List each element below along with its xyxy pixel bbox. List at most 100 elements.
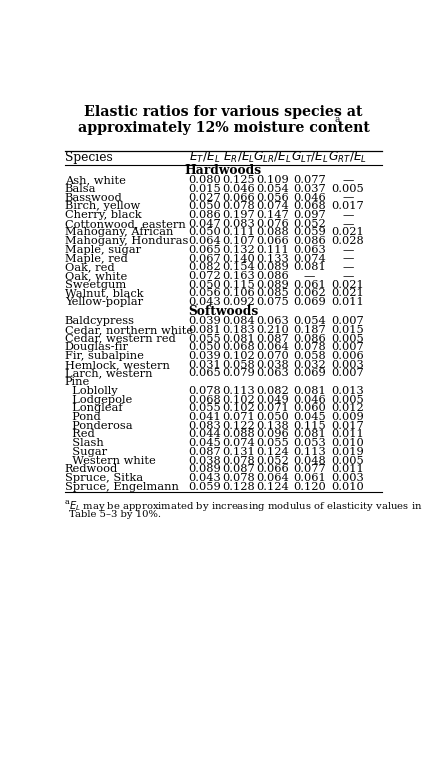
Text: 0.063: 0.063 xyxy=(256,316,289,326)
Text: 0.066: 0.066 xyxy=(256,465,289,474)
Text: 0.210: 0.210 xyxy=(256,325,289,335)
Text: 0.059: 0.059 xyxy=(188,481,221,492)
Text: 0.081: 0.081 xyxy=(293,429,326,439)
Text: —: — xyxy=(304,271,315,281)
Text: 0.056: 0.056 xyxy=(188,288,221,299)
Text: 0.062: 0.062 xyxy=(293,288,326,299)
Text: 0.078: 0.078 xyxy=(222,455,255,465)
Text: 0.197: 0.197 xyxy=(222,210,255,220)
Text: 0.063: 0.063 xyxy=(293,244,326,255)
Text: 0.088: 0.088 xyxy=(256,228,289,238)
Text: 0.053: 0.053 xyxy=(293,438,326,448)
Text: 0.011: 0.011 xyxy=(331,465,364,474)
Text: Cottonwood, eastern: Cottonwood, eastern xyxy=(65,219,185,228)
Text: 0.065: 0.065 xyxy=(188,244,221,255)
Text: 0.092: 0.092 xyxy=(222,297,255,307)
Text: 0.061: 0.061 xyxy=(293,280,326,290)
Text: Basswood: Basswood xyxy=(65,193,123,202)
Text: 0.010: 0.010 xyxy=(331,481,364,492)
Text: 0.012: 0.012 xyxy=(331,403,364,413)
Text: Pond: Pond xyxy=(65,412,100,422)
Text: 0.074: 0.074 xyxy=(293,254,326,264)
Text: —: — xyxy=(342,193,354,202)
Text: 0.111: 0.111 xyxy=(256,244,289,255)
Text: 0.128: 0.128 xyxy=(222,481,255,492)
Text: 0.120: 0.120 xyxy=(293,481,326,492)
Text: Hemlock, western: Hemlock, western xyxy=(65,360,170,370)
Text: 0.027: 0.027 xyxy=(188,193,221,202)
Text: 0.102: 0.102 xyxy=(222,403,255,413)
Text: 0.058: 0.058 xyxy=(222,360,255,370)
Text: Sugar: Sugar xyxy=(65,447,107,457)
Text: 0.132: 0.132 xyxy=(222,244,255,255)
Text: 0.087: 0.087 xyxy=(222,465,255,474)
Text: Cedar, western red: Cedar, western red xyxy=(65,334,175,344)
Text: 0.102: 0.102 xyxy=(222,395,255,405)
Text: 0.060: 0.060 xyxy=(293,403,326,413)
Text: 0.086: 0.086 xyxy=(293,236,326,246)
Text: 0.043: 0.043 xyxy=(188,473,221,483)
Text: 0.097: 0.097 xyxy=(293,210,326,220)
Text: Oak, white: Oak, white xyxy=(65,271,127,281)
Text: 0.007: 0.007 xyxy=(331,368,364,378)
Text: Lodgepole: Lodgepole xyxy=(65,395,132,405)
Text: 0.003: 0.003 xyxy=(331,473,364,483)
Text: 0.067: 0.067 xyxy=(188,254,221,264)
Text: 0.081: 0.081 xyxy=(293,386,326,396)
Text: 0.071: 0.071 xyxy=(256,403,289,413)
Text: 0.089: 0.089 xyxy=(256,262,289,272)
Text: 0.079: 0.079 xyxy=(222,368,255,378)
Text: $E_T/E_L$: $E_T/E_L$ xyxy=(189,151,221,165)
Text: 0.077: 0.077 xyxy=(293,175,326,185)
Text: 0.087: 0.087 xyxy=(188,447,221,457)
Text: Walnut, black: Walnut, black xyxy=(65,288,143,299)
Text: Sweetgum: Sweetgum xyxy=(65,280,126,290)
Text: 0.124: 0.124 xyxy=(256,447,289,457)
Text: 0.069: 0.069 xyxy=(293,368,326,378)
Text: 0.078: 0.078 xyxy=(293,342,326,352)
Text: 0.069: 0.069 xyxy=(293,297,326,307)
Text: 0.049: 0.049 xyxy=(256,395,289,405)
Text: 0.046: 0.046 xyxy=(293,193,326,202)
Text: Douglas-fir: Douglas-fir xyxy=(65,342,129,352)
Text: Larch, western: Larch, western xyxy=(65,368,152,378)
Text: 0.059: 0.059 xyxy=(293,228,326,238)
Text: Pine: Pine xyxy=(65,377,90,387)
Text: 0.005: 0.005 xyxy=(331,334,364,344)
Text: Redwood: Redwood xyxy=(65,465,118,474)
Text: 0.122: 0.122 xyxy=(222,421,255,431)
Text: 0.113: 0.113 xyxy=(293,447,326,457)
Text: 0.055: 0.055 xyxy=(188,403,221,413)
Text: 0.133: 0.133 xyxy=(256,254,289,264)
Text: 0.066: 0.066 xyxy=(222,193,255,202)
Text: Mahogany, Honduras: Mahogany, Honduras xyxy=(65,236,188,246)
Text: 0.054: 0.054 xyxy=(256,184,289,194)
Text: 0.081: 0.081 xyxy=(222,334,255,344)
Text: Slash: Slash xyxy=(65,438,103,448)
Text: 0.111: 0.111 xyxy=(222,228,255,238)
Text: 0.115: 0.115 xyxy=(222,280,255,290)
Text: 0.106: 0.106 xyxy=(222,288,255,299)
Text: 0.070: 0.070 xyxy=(256,351,289,361)
Text: 0.147: 0.147 xyxy=(256,210,289,220)
Text: Spruce, Engelmann: Spruce, Engelmann xyxy=(65,481,178,492)
Text: Balsa: Balsa xyxy=(65,184,96,194)
Text: 0.084: 0.084 xyxy=(222,316,255,326)
Text: 0.081: 0.081 xyxy=(188,325,221,335)
Text: 0.109: 0.109 xyxy=(256,175,289,185)
Text: 0.078: 0.078 xyxy=(222,202,255,212)
Text: 0.031: 0.031 xyxy=(188,360,221,370)
Text: 0.010: 0.010 xyxy=(331,438,364,448)
Text: —: — xyxy=(342,254,354,264)
Text: 0.074: 0.074 xyxy=(256,202,289,212)
Text: 0.038: 0.038 xyxy=(188,455,221,465)
Text: Red: Red xyxy=(65,429,94,439)
Text: 0.082: 0.082 xyxy=(256,386,289,396)
Text: 0.039: 0.039 xyxy=(188,351,221,361)
Text: 0.021: 0.021 xyxy=(331,288,364,299)
Text: 0.065: 0.065 xyxy=(188,368,221,378)
Text: 0.058: 0.058 xyxy=(293,351,326,361)
Text: 0.005: 0.005 xyxy=(331,395,364,405)
Text: 0.050: 0.050 xyxy=(188,342,221,352)
Text: 0.080: 0.080 xyxy=(188,175,221,185)
